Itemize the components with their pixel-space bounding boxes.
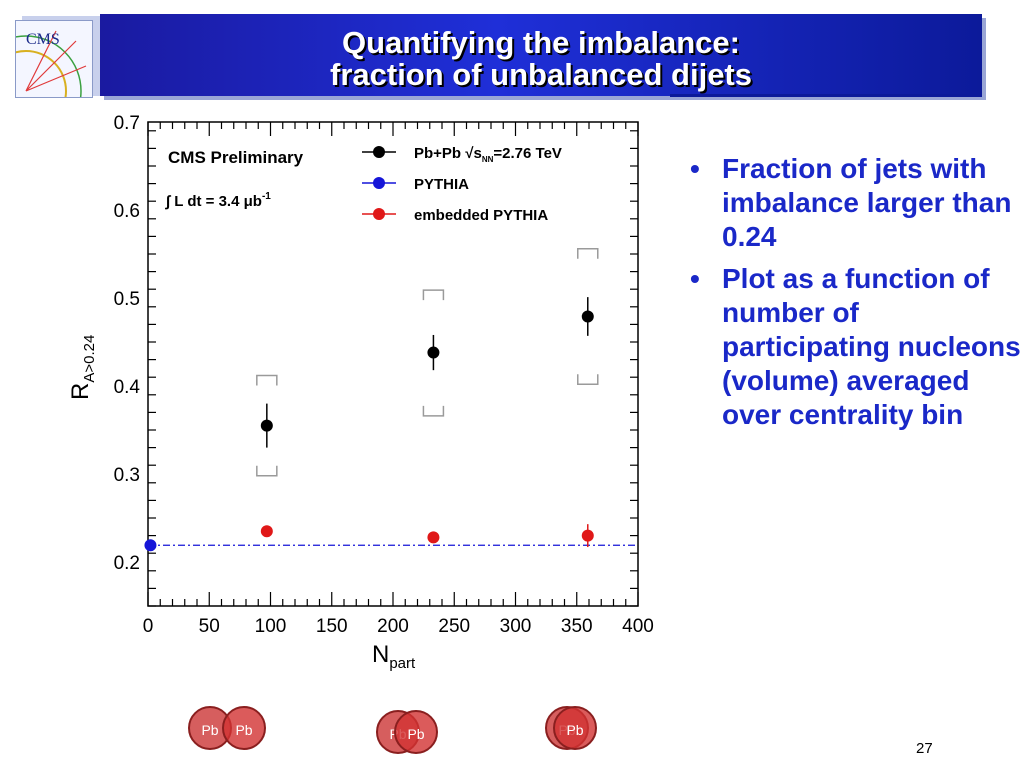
pythia-point [144, 539, 157, 552]
title-underline [670, 94, 982, 97]
axis-ticks [147, 122, 639, 607]
pbpb-syst-bracket-low [256, 465, 278, 477]
legend-marker [373, 177, 385, 189]
pbpb-point [581, 310, 594, 323]
annotation-lumi-sup: -1 [262, 191, 271, 202]
x-axis-label-sub: part [389, 655, 416, 672]
bullet-text-2: Plot as a function of number of particip… [722, 263, 1021, 430]
pbpb-point [427, 346, 440, 359]
y-axis-label: RA>0.24 [67, 335, 98, 400]
y-tick-labels: 0.2 0.3 0.4 0.5 0.6 0.7 [114, 113, 141, 574]
y-tick-label: 0.6 [114, 201, 140, 222]
y-axis-label-sub: A>0.24 [81, 335, 98, 383]
x-tick-label: 400 [622, 616, 654, 637]
bullet-text-1: Fraction of jets with imbalance larger t… [722, 153, 1012, 252]
x-tick-label: 300 [500, 616, 532, 637]
data-marks [144, 247, 638, 552]
nucleus-right: Pb [394, 710, 438, 754]
x-axis-label: Npart [372, 641, 416, 672]
y-axis-label-main: R [67, 383, 94, 400]
annotation-cms-preliminary: CMS Preliminary [168, 148, 304, 167]
annotation-luminosity: ∫ L dt = 3.4 μb-1 [165, 191, 271, 210]
nucleus-right: Pb [222, 706, 266, 750]
bullet-item-1: • Fraction of jets with imbalance larger… [690, 152, 1024, 254]
embedded-pythia-point [427, 531, 440, 544]
y-tick-label: 0.3 [114, 465, 140, 486]
legend-label-main: Pb+Pb √s [414, 145, 482, 162]
x-tick-labels: 0 50 100 150 200 250 300 350 400 [143, 616, 654, 637]
collision-mid-central: Pb Pb [376, 704, 606, 764]
slide-title-line-2: fraction of unbalanced dijets [330, 57, 752, 92]
collision-peripheral: Pb Pb [188, 700, 418, 760]
legend-label-sub: NN [482, 155, 494, 164]
embedded-pythia-point [581, 529, 594, 542]
x-tick-label: 200 [377, 616, 409, 637]
y-tick-label: 0.2 [114, 553, 140, 574]
y-tick-label: 0.5 [114, 289, 140, 310]
title-bar: Quantifying the imbalance: fraction of u… [100, 14, 982, 96]
x-tick-label: 350 [561, 616, 593, 637]
pbpb-syst-bracket-low [422, 405, 445, 417]
slide-title-line-1: Quantifying the imbalance: [342, 25, 740, 60]
pbpb-syst-bracket-high [256, 374, 278, 386]
pbpb-syst-bracket-high [422, 289, 445, 301]
x-tick-label: 150 [316, 616, 348, 637]
annotation-lumi-text: ∫ L dt = 3.4 μb [165, 193, 262, 210]
cms-logo-graphic [16, 30, 87, 97]
legend-label: Pb+Pb √sNN=2.76 TeV [414, 145, 562, 164]
bullet-dot: • [690, 263, 700, 294]
legend-label-main: PYTHIA [414, 176, 469, 193]
pbpb-point [260, 419, 273, 432]
x-tick-label: 50 [199, 616, 220, 637]
legend-marker [373, 208, 385, 220]
legend: Pb+Pb √sNN=2.76 TeV PYTHIA embedded PYTHIA [362, 145, 562, 224]
logo-text: CMS [26, 31, 60, 48]
legend-label: PYTHIA [414, 176, 469, 193]
chart: 0 50 100 150 200 250 300 350 400 0.2 0.3 0.4 0.5 0.6… [67, 113, 654, 672]
bullet-item-2: • Plot as a function of number of partic… [690, 262, 1024, 432]
legend-label-main: embedded PYTHIA [414, 207, 548, 224]
pbpb-syst-bracket-high [577, 247, 599, 259]
nucleus-left: Pb [188, 706, 232, 750]
bullet-list: • Fraction of jets with imbalance larger… [690, 152, 1024, 440]
cms-logo: CMS [15, 20, 93, 98]
legend-label-suffix: =2.76 TeV [493, 145, 562, 162]
x-tick-label: 0 [143, 616, 154, 637]
x-tick-label: 250 [438, 616, 470, 637]
pbpb-syst-bracket-low [577, 374, 599, 385]
x-tick-label: 100 [255, 616, 287, 637]
legend-marker [373, 146, 385, 158]
legend-label: embedded PYTHIA [414, 207, 548, 224]
y-tick-label: 0.4 [114, 377, 141, 398]
x-axis-label-main: N [372, 641, 389, 668]
bullet-dot: • [690, 153, 700, 184]
embedded-pythia-point [260, 525, 273, 538]
y-tick-label: 0.7 [114, 113, 140, 134]
page-number: 27 [916, 740, 933, 757]
nucleus-right: Pb [553, 706, 597, 750]
collision-central: Pb Pb [545, 700, 775, 760]
